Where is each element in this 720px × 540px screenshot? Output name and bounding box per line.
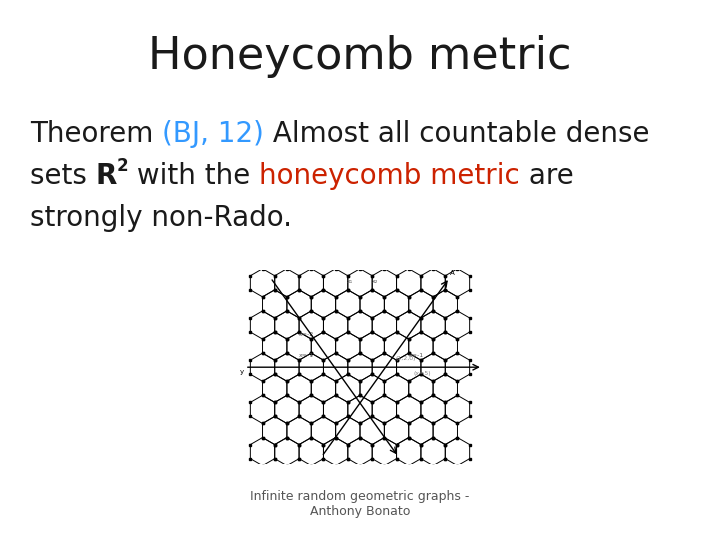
Text: are: are [520, 162, 573, 190]
Text: Honeycomb metric: Honeycomb metric [148, 35, 572, 78]
Text: x₂: x₂ [372, 279, 378, 284]
Text: x=-1: x=-1 [299, 353, 314, 357]
Text: x₁: x₁ [347, 279, 354, 284]
Text: honeycomb metric: honeycomb metric [259, 162, 520, 190]
Text: x=-1: x=-1 [409, 353, 424, 357]
Text: 2: 2 [117, 157, 129, 175]
Text: Infinite random geometric graphs -
Anthony Bonato: Infinite random geometric graphs - Antho… [251, 490, 469, 518]
Text: strongly non-Rado.: strongly non-Rado. [30, 204, 292, 232]
Text: sets: sets [30, 162, 96, 190]
Text: (x=5): (x=5) [413, 371, 431, 376]
Text: y: y [240, 369, 244, 375]
Text: Almost all countable dense: Almost all countable dense [264, 120, 649, 148]
Text: x=-2: x=-2 [299, 332, 315, 336]
Text: Theorem: Theorem [30, 120, 162, 148]
Text: (1,2,0): (1,2,0) [396, 355, 416, 361]
Text: A: A [450, 270, 454, 276]
Text: (BJ, 12): (BJ, 12) [162, 120, 264, 148]
Text: with the: with the [127, 162, 259, 190]
Text: R: R [96, 162, 117, 190]
